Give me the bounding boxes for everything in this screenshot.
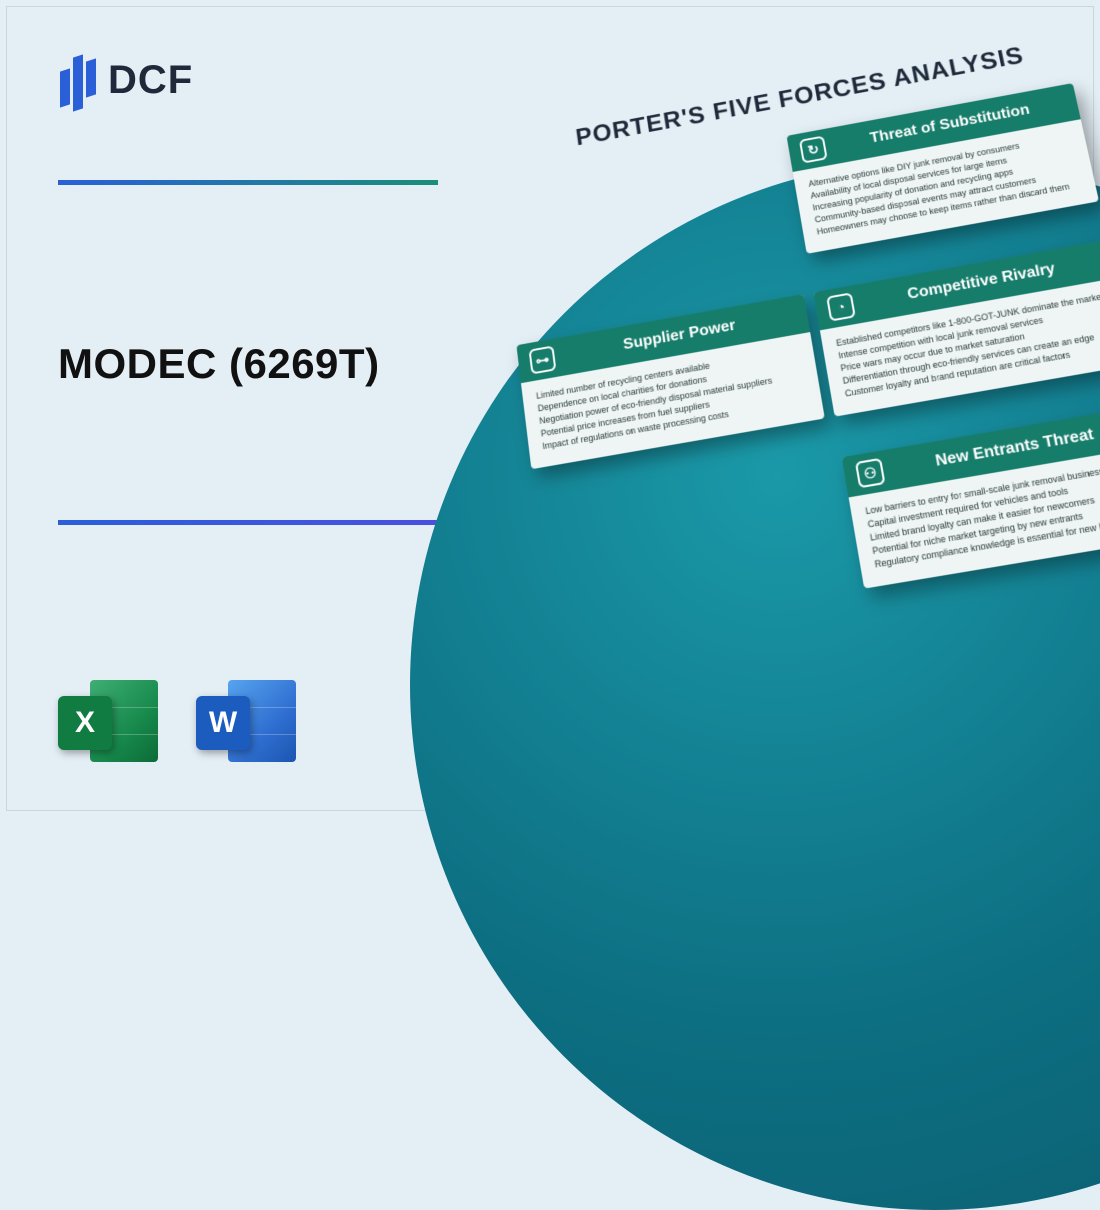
word-icon: W bbox=[196, 674, 296, 769]
people-icon: ⚇ bbox=[855, 458, 886, 489]
card-supplier: ⊶ Supplier Power Limited number of recyc… bbox=[516, 294, 824, 469]
clock-icon: ◔ bbox=[826, 292, 856, 321]
excel-icon: X bbox=[58, 674, 158, 769]
divider-bottom bbox=[58, 520, 438, 525]
word-letter: W bbox=[196, 696, 250, 750]
forces-stage: PORTER'S FIVE FORCES ANALYSIS ↻ Threat o… bbox=[500, 70, 1100, 710]
card-body-rivalry: Established competitors like 1-800-GOT-J… bbox=[820, 278, 1100, 417]
card-title-supplier: Supplier Power bbox=[563, 307, 796, 365]
card-rivalry: ◔ Competitive Rivalry Established compet… bbox=[813, 240, 1100, 417]
logo-bars-icon bbox=[60, 50, 96, 110]
list-item: Regulatory compliance knowledge is essen… bbox=[874, 512, 1100, 572]
excel-letter: X bbox=[58, 696, 112, 750]
link-icon: ⊶ bbox=[529, 345, 557, 374]
refresh-icon: ↻ bbox=[799, 136, 828, 164]
card-substitution: ↻ Threat of Substitution Alternative opt… bbox=[787, 83, 1100, 254]
page-title: MODEC (6269T) bbox=[58, 340, 380, 388]
brand-name: DCF bbox=[108, 58, 193, 103]
divider-top bbox=[58, 180, 438, 185]
card-entrants: ⚇ New Entrants Threat Low barriers to en… bbox=[842, 405, 1100, 589]
brand-logo: DCF bbox=[60, 50, 193, 110]
office-icons-row: X W bbox=[58, 674, 296, 769]
list-item: Potential price increases from fuel supp… bbox=[540, 382, 806, 441]
list-item: Customer loyalty and brand reputation ar… bbox=[844, 341, 1100, 401]
